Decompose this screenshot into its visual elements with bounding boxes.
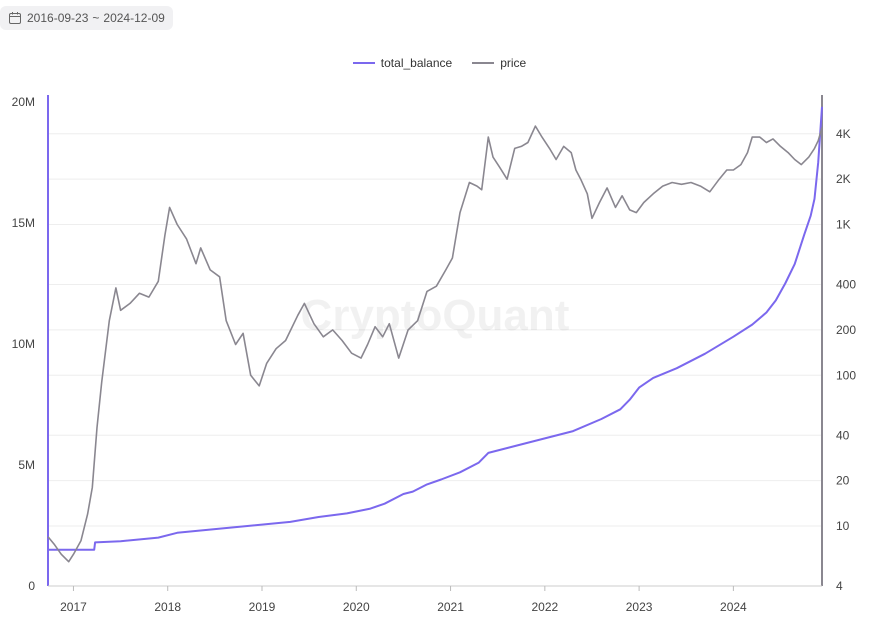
right-axis-tick-label: 20: [836, 474, 850, 488]
x-axis-tick-label: 2018: [154, 600, 181, 614]
date-range-picker[interactable]: 2016-09-23 ~ 2024-12-09: [0, 6, 173, 30]
x-axis-tick-label: 2017: [60, 600, 87, 614]
legend-item-total-balance[interactable]: total_balance: [352, 56, 453, 70]
right-axis-tick-label: 400: [836, 278, 856, 292]
calendar-icon: [9, 12, 21, 24]
x-axis-tick-label: 2024: [720, 600, 747, 614]
watermark-text: CryptoQuant: [301, 291, 570, 340]
left-axis-tick-label: 20M: [12, 95, 35, 109]
legend-label-total-balance: total_balance: [380, 56, 453, 70]
date-range-end: 2024-12-09: [103, 11, 165, 25]
legend-swatch-price: [472, 62, 495, 64]
x-axis-tick-label: 2019: [249, 600, 276, 614]
x-axis-tick-label: 2023: [626, 600, 653, 614]
chart-legend: total_balance price: [0, 56, 879, 70]
date-range-start: 2016-09-23: [27, 11, 89, 25]
right-axis-tick-label: 2K: [836, 172, 851, 186]
right-axis-tick-label: 40: [836, 428, 850, 442]
legend-swatch-total-balance: [352, 62, 375, 64]
right-axis-tick-label: 4: [836, 579, 843, 593]
x-axis-tick-label: 2020: [343, 600, 370, 614]
left-axis-tick-label: 15M: [12, 216, 35, 230]
series-line-price: [47, 125, 823, 563]
series-line-total-balance: [48, 106, 823, 551]
legend-label-price: price: [500, 56, 527, 70]
date-range-separator: ~: [92, 11, 100, 25]
legend-item-price[interactable]: price: [472, 56, 526, 70]
right-axis-tick-label: 1K: [836, 218, 851, 232]
right-axis-tick-label: 200: [836, 323, 856, 337]
left-axis-tick-label: 5M: [18, 458, 35, 472]
x-axis-tick-label: 2021: [437, 600, 464, 614]
right-axis-tick-label: 4K: [836, 127, 851, 141]
left-axis-tick-label: 10M: [12, 337, 35, 351]
x-axis-tick-label: 2022: [531, 600, 558, 614]
right-axis-tick-label: 10: [836, 519, 850, 533]
left-axis-tick-label: 0: [28, 579, 35, 593]
right-axis-tick-label: 100: [836, 368, 856, 382]
